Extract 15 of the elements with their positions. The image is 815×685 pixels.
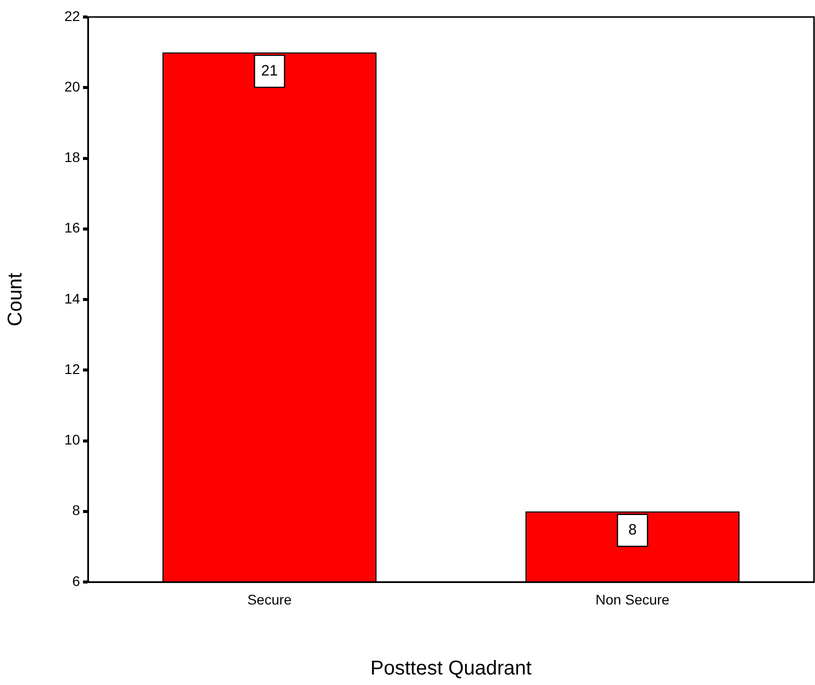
y-tick-label: 18 (64, 149, 80, 166)
y-tick-label: 14 (64, 290, 80, 306)
y-tick-label: 22 (64, 8, 80, 24)
data-label: 21 (261, 62, 278, 80)
y-tick-label: 10 (64, 432, 80, 448)
y-tick-label: 20 (64, 78, 80, 94)
y-tick-label: 6 (72, 572, 80, 589)
y-tick-label: 8 (72, 502, 80, 518)
data-label: 8 (628, 522, 637, 539)
x-tick-label: Non Secure (596, 591, 670, 608)
x-tick-label: Secure (247, 591, 292, 608)
y-tick-label: 16 (64, 220, 80, 236)
y-axis-title: Count (4, 272, 27, 326)
y-tick-label: 12 (64, 360, 80, 377)
x-axis-title: Posttest Quadrant (370, 658, 532, 680)
